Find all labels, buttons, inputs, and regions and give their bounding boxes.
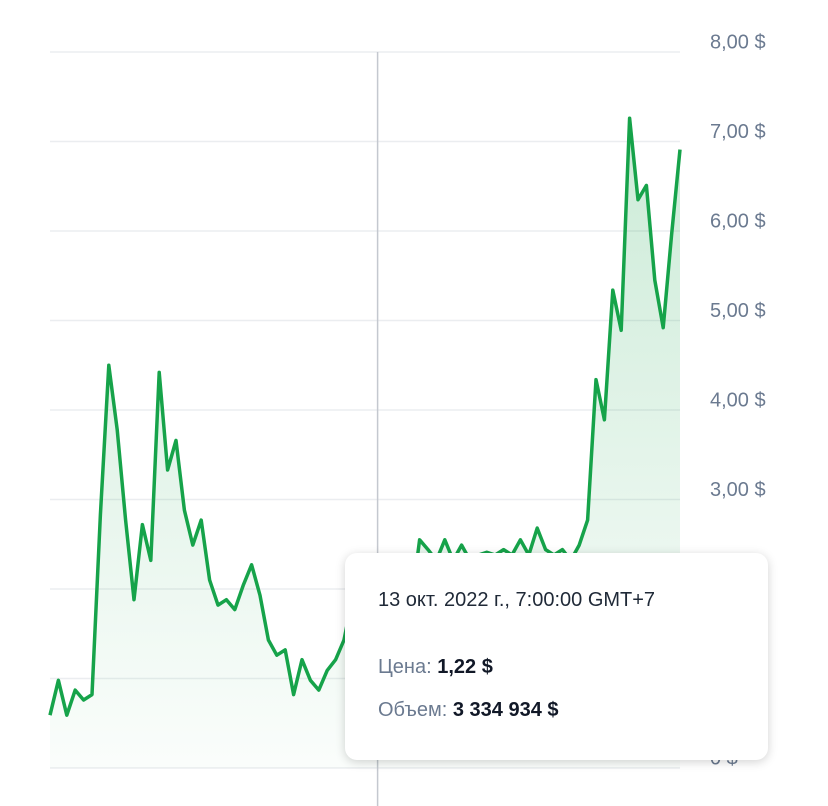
tooltip-price-label: Цена:: [378, 656, 432, 678]
tooltip-date: 13 окт. 2022 г., 7:00:00 GMT+7: [378, 589, 656, 611]
tooltip-volume-label: Объем:: [378, 699, 448, 721]
tooltip-volume-row: Объем: 3 334 934 $: [378, 699, 735, 722]
y-tick-label: 6,00 $: [710, 210, 766, 232]
tooltip-volume: 3 334 934 $: [452, 699, 559, 721]
y-tick-label: 5,00 $: [710, 300, 766, 322]
tooltip: 13 окт. 2022 г., 7:00:00 GMT+7 Цена: 1,2…: [345, 553, 768, 760]
tooltip-price: 1,22 $: [437, 656, 493, 678]
y-tick-label: 7,00 $: [710, 121, 766, 143]
y-tick-label: 3,00 $: [710, 479, 766, 501]
y-tick-label: 4,00 $: [710, 389, 766, 411]
tooltip-price-row: Цена: 1,22 $: [378, 656, 735, 679]
y-tick-label: 8,00 $: [710, 31, 766, 53]
